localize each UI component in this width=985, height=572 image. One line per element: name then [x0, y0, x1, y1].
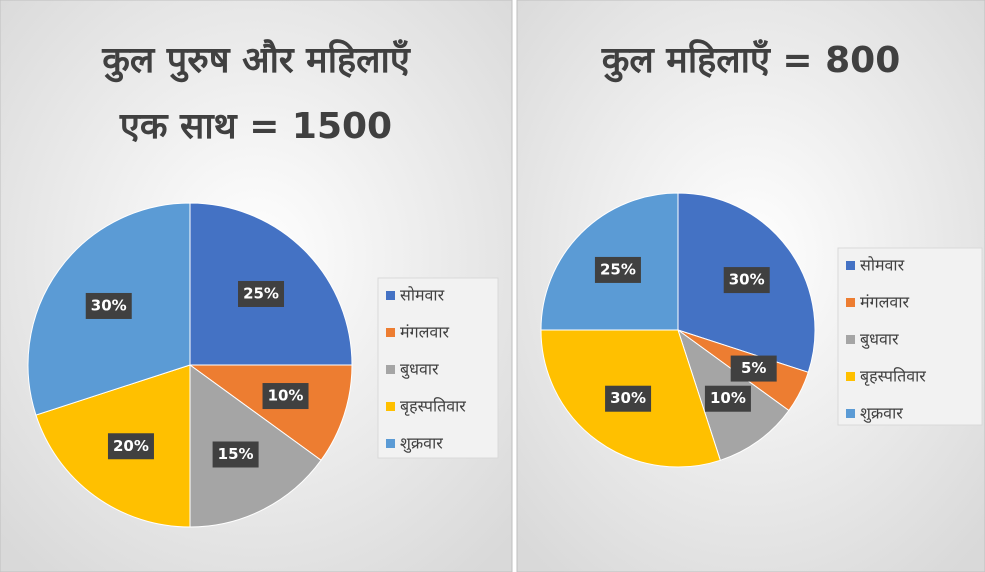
label-box: [212, 441, 259, 468]
legend-label: मंगलवार: [400, 323, 449, 342]
label-box: [704, 385, 751, 412]
chart-title: एक साथ = 1500: [119, 106, 392, 147]
legend-label: बुधवार: [400, 360, 439, 380]
legend: [837, 247, 983, 426]
data-label: 5%: [741, 359, 766, 377]
data-label: 10%: [268, 387, 304, 405]
legend-label: शुक्रवार: [400, 434, 443, 454]
legend-label: शुक्रवार: [860, 404, 903, 424]
legend-swatch: [386, 328, 395, 337]
legend-swatch: [846, 372, 855, 381]
legend-label: बृहस्पतिवार: [860, 367, 926, 387]
legend-label: सोमवार: [400, 286, 445, 305]
legend-swatch: [386, 365, 395, 374]
data-label: 30%: [610, 389, 646, 407]
legend: [377, 277, 499, 459]
legend-label: सोमवार: [860, 256, 905, 275]
legend-label: मंगलवार: [860, 293, 909, 312]
legend-swatch: [386, 439, 395, 448]
data-label: 25%: [243, 284, 279, 302]
label-box: [238, 280, 285, 307]
legend-swatch: [386, 291, 395, 300]
data-label: 15%: [218, 445, 254, 463]
data-label: 10%: [710, 389, 746, 407]
chart-title: कुल पुरुष और महिलाएँ: [101, 39, 412, 83]
legend-label: बुधवार: [860, 330, 899, 350]
label-box: [85, 292, 132, 319]
data-label: 20%: [113, 437, 149, 455]
legend-swatch: [386, 402, 395, 411]
chart-title: कुल महिलाएँ = 800: [601, 39, 901, 83]
label-box: [605, 385, 652, 412]
pie-slice: [188, 364, 353, 461]
data-label: 30%: [729, 271, 765, 289]
data-label: 25%: [600, 260, 636, 278]
label-box: [594, 256, 641, 283]
label-box: [723, 267, 770, 294]
data-label: 30%: [91, 296, 127, 314]
legend-swatch: [846, 298, 855, 307]
label-box: [107, 433, 154, 460]
legend-swatch: [846, 335, 855, 344]
legend-swatch: [846, 409, 855, 418]
label-box: [262, 383, 309, 410]
label-box: [730, 355, 777, 382]
legend-label: बृहस्पतिवार: [400, 397, 466, 417]
legend-swatch: [846, 261, 855, 270]
